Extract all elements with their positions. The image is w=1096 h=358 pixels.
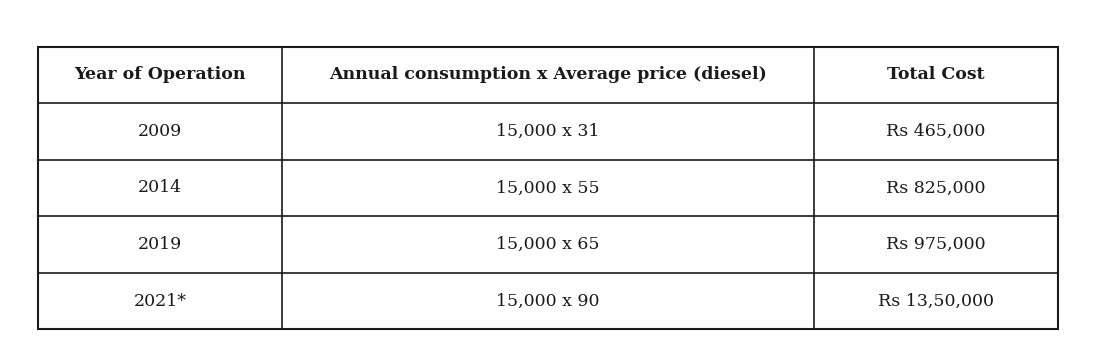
Text: 2014: 2014 [138,179,182,197]
Text: Rs 975,000: Rs 975,000 [886,236,985,253]
Text: 15,000 x 55: 15,000 x 55 [496,179,600,197]
Text: Rs 13,50,000: Rs 13,50,000 [878,292,994,310]
Text: 2019: 2019 [138,236,182,253]
Text: 2009: 2009 [138,123,182,140]
Text: 2021*: 2021* [134,292,186,310]
Text: 15,000 x 65: 15,000 x 65 [496,236,600,253]
Bar [38,47,1058,329]
Text: 15,000 x 31: 15,000 x 31 [496,123,600,140]
Text: Total Cost: Total Cost [887,66,984,83]
Text: Rs 825,000: Rs 825,000 [886,179,985,197]
Text: Annual consumption x Average price (diesel): Annual consumption x Average price (dies… [329,66,767,83]
Text: 15,000 x 90: 15,000 x 90 [496,292,600,310]
Text: Rs 465,000: Rs 465,000 [886,123,985,140]
Text: Year of Operation: Year of Operation [75,66,246,83]
